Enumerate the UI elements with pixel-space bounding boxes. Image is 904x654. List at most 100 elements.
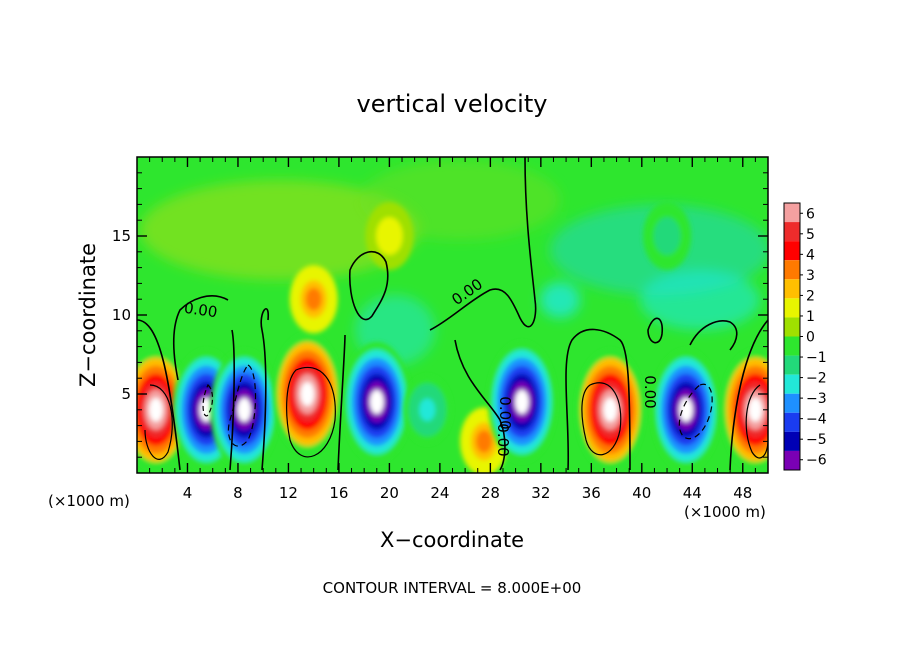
colorbar-label: 1	[806, 309, 815, 325]
x-tick-label: 44	[683, 484, 702, 502]
colorbar-swatch	[784, 298, 800, 318]
x-tick-label: 28	[481, 484, 500, 502]
y-axis-label: Z−coordinate	[76, 243, 100, 387]
negative-contour	[227, 364, 257, 447]
cell-band	[237, 397, 252, 422]
cyan-patch-right	[640, 270, 760, 330]
upper-yellow-green-band	[140, 180, 420, 280]
zero-contour	[173, 295, 229, 381]
cell-band	[419, 398, 436, 422]
contour-label: 0.00	[494, 423, 512, 456]
colorbar-label: −4	[806, 412, 827, 428]
colorbar-label: 6	[806, 206, 815, 222]
colorbar-swatch	[784, 355, 800, 375]
colorbar-label: −2	[806, 371, 827, 387]
x-tick-label: 32	[531, 484, 550, 502]
positive-contour	[144, 384, 173, 460]
contour-label: 0.00	[641, 375, 659, 408]
colorbar-label: 3	[806, 268, 815, 284]
x-tick-label: 16	[329, 484, 348, 502]
colorbar-swatch	[784, 279, 800, 299]
updraft-cell	[273, 334, 342, 454]
y-tick-label: 15	[112, 227, 131, 245]
cell-band	[659, 224, 676, 248]
colorbar-label: 0	[806, 330, 815, 346]
contour-interval-note: CONTOUR INTERVAL = 8.000E+00	[323, 579, 582, 597]
downdraft-cell	[403, 375, 452, 444]
colorbar-swatch	[784, 260, 800, 280]
cell-band	[381, 224, 398, 248]
x-tick-label: 40	[632, 484, 651, 502]
downdraft-cell	[643, 202, 692, 270]
zero-contour	[429, 157, 537, 331]
cell-band	[515, 389, 529, 414]
colorbar-swatch	[784, 203, 800, 223]
x-axis-label: X−coordinate	[380, 528, 524, 552]
zero-contour	[349, 250, 389, 321]
y-axis: 5 10 15	[112, 172, 768, 458]
cell-band	[603, 397, 618, 422]
positive-contour	[286, 366, 336, 458]
cell-band	[679, 397, 693, 422]
cell-band	[149, 397, 163, 422]
colorbar-swatch	[784, 222, 800, 242]
colorbar-swatch	[784, 336, 800, 356]
cyan-patch-mid	[540, 282, 580, 318]
colorbar-label: 4	[806, 247, 815, 263]
colorbar-label: −1	[806, 350, 827, 366]
updraft-cell	[137, 349, 190, 470]
x-unit-left: (×1000 m)	[48, 492, 130, 510]
zero-contour	[565, 328, 631, 471]
y-tick-label: 5	[121, 385, 131, 403]
x-tick-label: 36	[582, 484, 601, 502]
zero-contour	[454, 339, 506, 471]
positive-contour	[745, 384, 768, 459]
colorbar-swatch	[784, 393, 800, 413]
x-tick-label: 48	[733, 484, 752, 502]
x-tick-label: 24	[430, 484, 449, 502]
zero-contour	[337, 334, 346, 471]
colorbar-label: 2	[806, 288, 815, 304]
x-tick-label: 12	[279, 484, 298, 502]
contour-label: 0.00	[496, 396, 514, 429]
colorbar-label: −3	[806, 391, 827, 407]
x-tick-label: 20	[380, 484, 399, 502]
cell-band	[305, 287, 322, 311]
downdraft-cell	[487, 341, 556, 462]
downdraft-cell	[651, 349, 720, 470]
zero-contour	[647, 317, 664, 344]
chart-title: vertical velocity	[357, 90, 548, 118]
x-tick-label: 8	[233, 484, 243, 502]
zero-contour	[229, 329, 235, 471]
colorbar-swatch	[784, 412, 800, 432]
colorbar-swatch	[784, 241, 800, 261]
positive-contour	[581, 382, 622, 456]
x-tick-label: 4	[183, 484, 193, 502]
cell-band	[748, 397, 763, 422]
colorbar: 6 5 4 3 2 1 0 −1 −2 −3 −4 −5 −6	[783, 202, 827, 471]
colorbar-swatch	[784, 431, 800, 451]
zero-contour	[137, 319, 181, 471]
downdraft-cell	[210, 349, 279, 470]
colorbar-swatch	[784, 317, 800, 337]
updraft-cell	[289, 265, 338, 334]
cell-band	[476, 430, 493, 453]
zero-contour	[729, 319, 768, 471]
contour-label: 0.00	[183, 299, 219, 321]
colorbar-label: 5	[806, 227, 815, 243]
plot-area	[137, 157, 768, 473]
x-unit-right: (×1000 m)	[684, 503, 766, 521]
y-tick-label: 10	[112, 306, 131, 324]
x-axis: 4 8 12 16 20 24 28 32 36 40 44 48	[149, 157, 756, 502]
colorbar-label: −6	[806, 453, 827, 469]
updraft-cell	[365, 202, 414, 270]
updraft-cell	[576, 349, 645, 470]
cell-band	[199, 397, 214, 422]
colorbar-swatch	[784, 450, 800, 470]
cell-band	[369, 389, 384, 414]
negative-contour	[202, 384, 214, 417]
cell-band	[300, 382, 315, 406]
negative-contour	[678, 383, 713, 440]
zero-contour	[260, 307, 269, 471]
